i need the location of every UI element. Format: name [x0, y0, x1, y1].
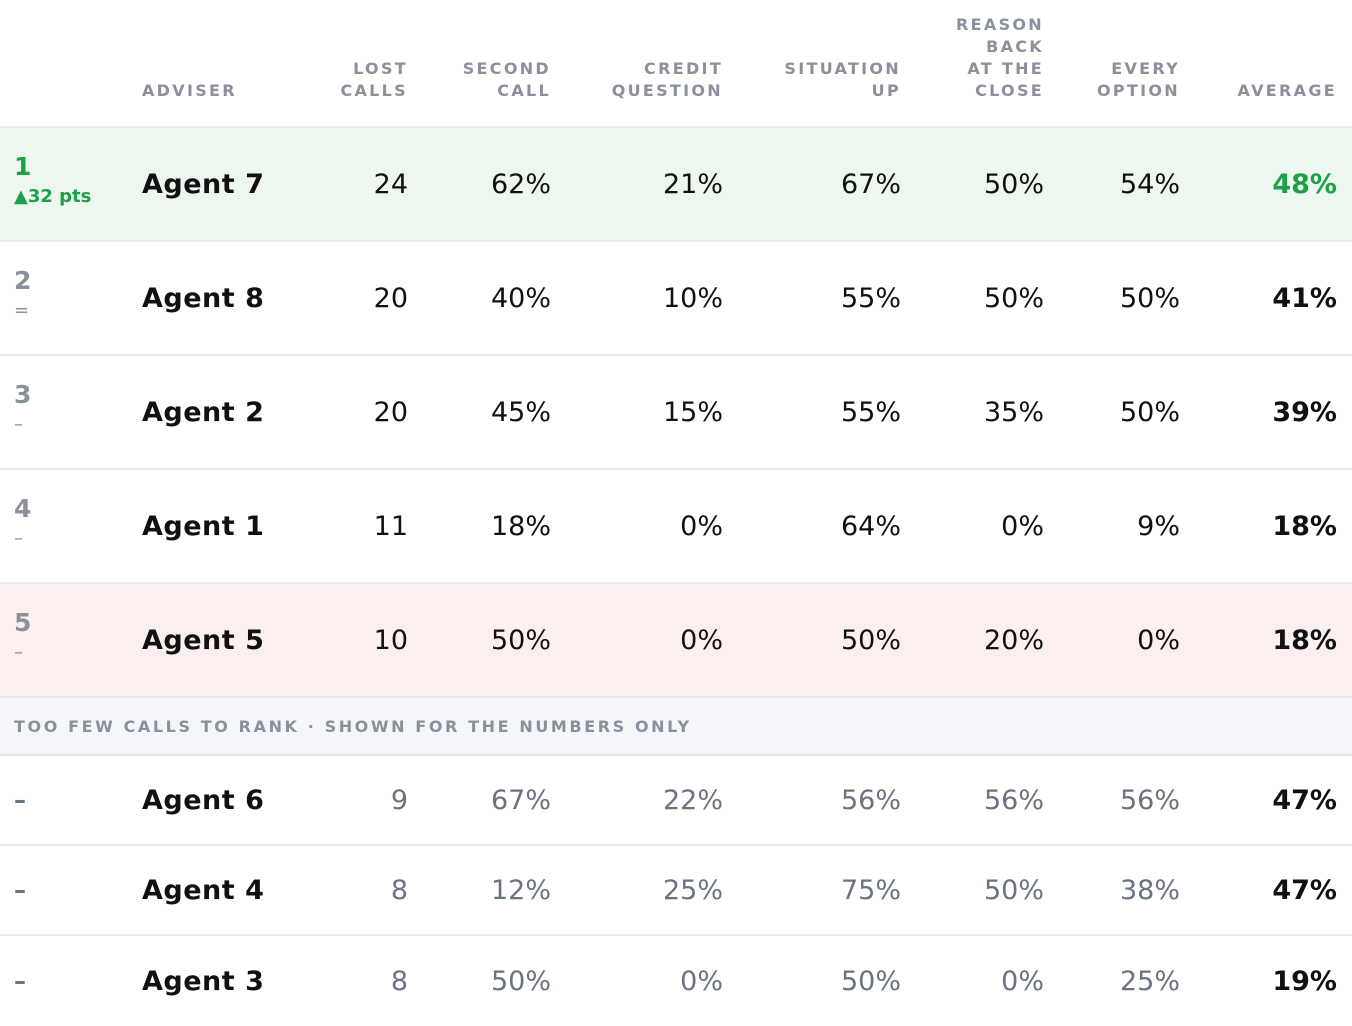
average-value: 47% [1272, 784, 1337, 816]
situation-up-value: 75% [840, 874, 901, 906]
table-row[interactable]: – Agent 4 8 12% 25% 75% 50% 38% 47% [0, 846, 1352, 936]
every-option-value: 56% [1119, 784, 1180, 816]
table-row[interactable]: – Agent 6 9 67% 22% 56% 56% 56% 47% [0, 756, 1352, 846]
credit-question-value: 22% [662, 784, 723, 816]
credit-question-value: 21% [662, 168, 723, 200]
credit-question-value: 0% [680, 510, 723, 542]
rank-number: 3 [14, 380, 32, 409]
reason-back-value: 35% [983, 396, 1044, 428]
situation-up-value: 56% [840, 784, 901, 816]
rank-change: – [14, 414, 23, 435]
reason-back-value: 50% [983, 168, 1044, 200]
average-value: 47% [1272, 874, 1337, 906]
situation-up-value: 55% [840, 396, 901, 428]
rank-change: = [14, 300, 30, 321]
col-header-reason-back[interactable]: REASON BACK AT THE CLOSE [956, 15, 1044, 100]
lost-calls-value: 9 [390, 784, 408, 816]
adviser-name: Agent 5 [142, 624, 265, 656]
lost-calls-value: 8 [390, 874, 408, 906]
lost-calls-value: 20 [373, 282, 408, 314]
adviser-name: Agent 4 [142, 874, 265, 906]
average-value: 19% [1272, 965, 1337, 997]
situation-up-value: 64% [840, 510, 901, 542]
situation-up-value: 50% [840, 965, 901, 997]
reason-back-value: 0% [1001, 965, 1044, 997]
rank-placeholder: – [14, 967, 26, 995]
table-row[interactable]: 4 – Agent 1 11 18% 0% 64% 0% 9% 18% [0, 470, 1352, 584]
second-call-value: 67% [490, 784, 551, 816]
every-option-value: 9% [1137, 510, 1180, 542]
table-row[interactable]: 2 = Agent 8 20 40% 10% 55% 50% 50% 41% [0, 242, 1352, 356]
table-row[interactable]: 5 – Agent 5 10 50% 0% 50% 20% 0% 18% [0, 584, 1352, 698]
second-call-value: 50% [490, 965, 551, 997]
col-header-credit-question[interactable]: CREDIT QUESTION [611, 59, 723, 100]
reason-back-value: 20% [983, 624, 1044, 656]
every-option-value: 50% [1119, 282, 1180, 314]
col-header-every-option[interactable]: EVERY OPTION [1097, 59, 1180, 100]
rank-number: 5 [14, 608, 32, 637]
reason-back-value: 50% [983, 282, 1044, 314]
lost-calls-value: 10 [373, 624, 408, 656]
adviser-name: Agent 7 [142, 168, 265, 200]
lost-calls-value: 11 [373, 510, 408, 542]
adviser-name: Agent 6 [142, 784, 265, 816]
rank-number: 1 [14, 152, 32, 181]
lost-calls-value: 8 [390, 965, 408, 997]
average-value: 18% [1272, 624, 1337, 656]
every-option-value: 0% [1137, 624, 1180, 656]
table-header: ADVISER LOST CALLS SECOND CALL CREDIT QU… [0, 0, 1352, 128]
average-value: 41% [1272, 282, 1337, 314]
rank-change: – [14, 528, 23, 549]
adviser-name: Agent 2 [142, 396, 265, 428]
credit-question-value: 25% [662, 874, 723, 906]
every-option-value: 54% [1119, 168, 1180, 200]
situation-up-value: 55% [840, 282, 901, 314]
average-value: 48% [1272, 168, 1337, 200]
credit-question-value: 15% [662, 396, 723, 428]
credit-question-value: 10% [662, 282, 723, 314]
rank-change: ▲32 pts [14, 186, 92, 207]
credit-question-value: 0% [680, 624, 723, 656]
lost-calls-value: 20 [373, 396, 408, 428]
second-call-value: 18% [490, 510, 551, 542]
second-call-value: 45% [490, 396, 551, 428]
adviser-name: Agent 8 [142, 282, 265, 314]
credit-question-value: 0% [680, 965, 723, 997]
adviser-name: Agent 3 [142, 965, 265, 997]
every-option-value: 25% [1119, 965, 1180, 997]
rank-change: – [14, 642, 23, 663]
table-row[interactable]: 3 – Agent 2 20 45% 15% 55% 35% 50% 39% [0, 356, 1352, 470]
col-header-adviser[interactable]: ADVISER [142, 81, 237, 100]
second-call-value: 50% [490, 624, 551, 656]
reason-back-value: 0% [1001, 510, 1044, 542]
table-row[interactable]: 1 ▲32 pts Agent 7 24 62% 21% 67% 50% 54%… [0, 128, 1352, 242]
second-call-value: 62% [490, 168, 551, 200]
unranked-section-header: TOO FEW CALLS TO RANK · SHOWN FOR THE NU… [0, 698, 1352, 756]
reason-back-value: 56% [983, 784, 1044, 816]
lost-calls-value: 24 [373, 168, 408, 200]
table-row[interactable]: – Agent 3 8 50% 0% 50% 0% 25% 19% [0, 936, 1352, 1026]
col-header-second-call[interactable]: SECOND CALL [462, 59, 551, 100]
second-call-value: 40% [490, 282, 551, 314]
rank-placeholder: – [14, 786, 26, 814]
reason-back-value: 50% [983, 874, 1044, 906]
average-value: 18% [1272, 510, 1337, 542]
every-option-value: 50% [1119, 396, 1180, 428]
col-header-lost-calls[interactable]: LOST CALLS [340, 59, 408, 100]
every-option-value: 38% [1119, 874, 1180, 906]
rank-number: 4 [14, 494, 32, 523]
situation-up-value: 67% [840, 168, 901, 200]
average-value: 39% [1272, 396, 1337, 428]
adviser-name: Agent 1 [142, 510, 265, 542]
rank-number: 2 [14, 266, 32, 295]
second-call-value: 12% [490, 874, 551, 906]
rank-placeholder: – [14, 876, 26, 904]
col-header-average[interactable]: AVERAGE [1237, 81, 1337, 100]
situation-up-value: 50% [840, 624, 901, 656]
col-header-situation-up[interactable]: SITUATION UP [784, 59, 901, 100]
